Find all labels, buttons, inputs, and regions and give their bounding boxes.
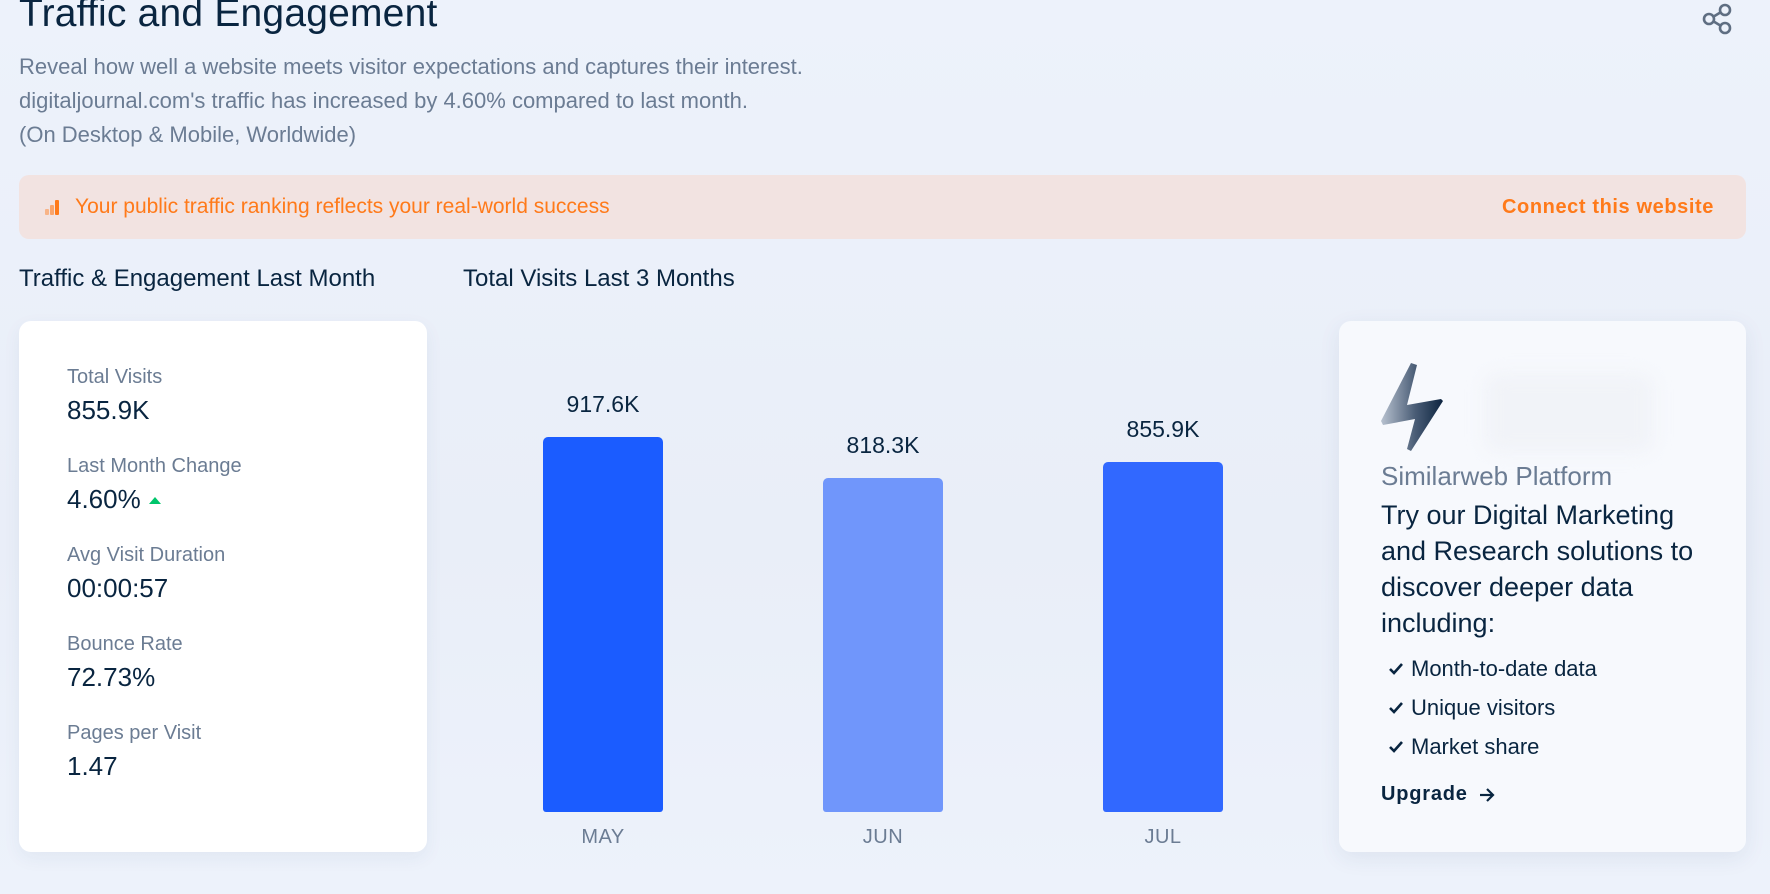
trend-up-icon [148,496,161,504]
visits-heading: Total Visits Last 3 Months [463,265,735,292]
connect-website-link[interactable]: Connect this website [1501,195,1714,218]
feature-label: Market share [1411,734,1540,759]
lightning-bolt-icon [1381,363,1443,451]
metric-value: 1.47 [67,751,118,781]
description-line: (On Desktop & Mobile, Worldwide) [19,122,357,147]
upgrade-button[interactable]: Upgrade [1381,783,1496,806]
bar-value-label: 818.3K [846,432,920,458]
rank-bars-icon [45,199,61,215]
feature-label: Unique visitors [1411,695,1556,720]
bar-value-label: 855.9K [1126,416,1200,442]
upgrade-promo-card: Similarweb Platform Try our Digital Mark… [1339,321,1746,852]
description-line: digitaljournal.com's traffic has increas… [19,88,748,113]
feature-item: Market share [1387,727,1597,766]
check-icon [1389,701,1403,714]
x-axis-label: MAY [581,826,625,848]
share-icon[interactable] [1700,2,1734,36]
description-line: Reveal how well a website meets visitor … [19,54,803,79]
bar-jul[interactable] [1103,462,1223,812]
x-axis-label: JUL [1144,826,1182,848]
check-icon [1389,740,1403,753]
bar-value-label: 917.6K [566,391,640,417]
metric-label: Pages per Visit [67,722,202,744]
feature-item: Unique visitors [1387,688,1597,727]
metric-label: Avg Visit Duration [67,544,226,566]
metric-value: 00:00:57 [67,573,169,603]
bar-may[interactable] [543,437,663,812]
metric-value: 4.60% [67,484,141,514]
feature-label: Month-to-date data [1411,656,1597,681]
banner-text: Your public traffic ranking reflects you… [75,195,610,218]
page-title: Traffic and Engagement [19,0,438,35]
metric-avg-visit-duration: Avg Visit Duration 00:00:57 [67,541,427,630]
page-description: Reveal how well a website meets visitor … [19,50,803,152]
metric-label: Last Month Change [67,455,242,477]
metric-value: 855.9K [67,395,150,425]
x-axis-label: JUN [862,826,904,848]
total-visits-bar-chart: 917.6K MAY 818.3K JUN 855.9K JUL [463,321,1313,861]
blurred-preview [1484,373,1654,453]
bar-jun[interactable] [823,478,943,812]
metric-value: 72.73% [67,662,156,692]
connect-website-banner: Your public traffic ranking reflects you… [19,175,1746,239]
metric-total-visits: Total Visits 855.9K [67,363,427,452]
upgrade-label: Upgrade [1381,783,1468,805]
arrow-right-icon [1479,787,1495,802]
promo-subtitle: Similarweb Platform [1381,461,1613,491]
feature-item: Month-to-date data [1387,649,1597,688]
feature-list: Month-to-date data Unique visitors Marke… [1387,649,1597,766]
engagement-heading: Traffic & Engagement Last Month [19,265,376,292]
metric-last-month-change: Last Month Change 4.60% [67,452,427,541]
metric-label: Bounce Rate [67,633,183,655]
metric-label: Total Visits [67,366,163,388]
promo-headline: Try our Digital Marketing and Research s… [1381,500,1694,638]
metrics-card: Total Visits 855.9K Last Month Change 4.… [19,321,427,852]
metric-pages-per-visit: Pages per Visit 1.47 [67,719,427,808]
check-icon [1389,662,1403,675]
metric-bounce-rate: Bounce Rate 72.73% [67,630,427,719]
